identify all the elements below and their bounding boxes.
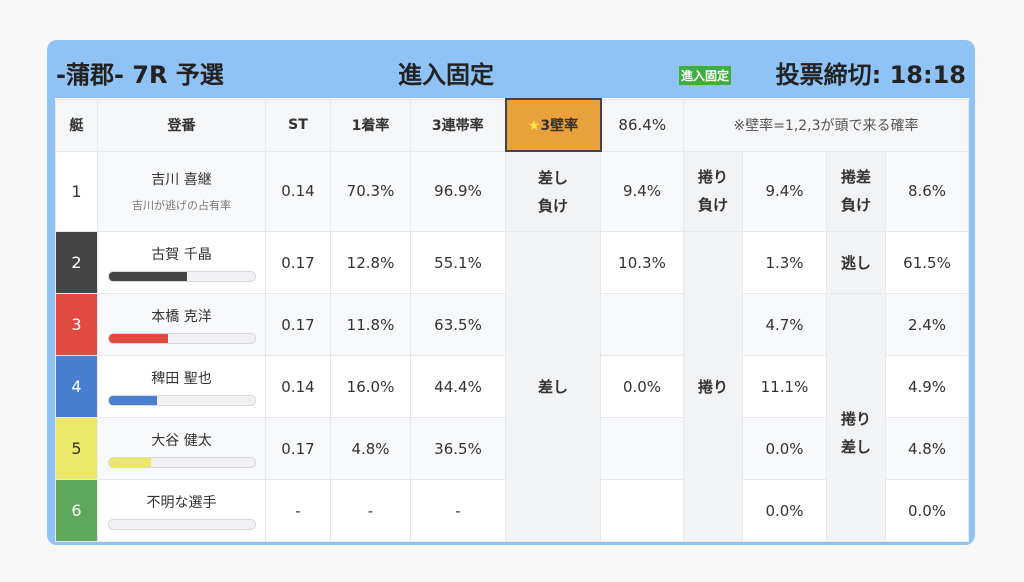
win-rate: 70.3% [330, 150, 411, 232]
sashi-make-label: 差し 負け [505, 150, 601, 232]
st-value: 0.17 [265, 293, 331, 356]
makuri-value: 1.3% [742, 231, 827, 294]
win-rate: 16.0% [330, 355, 411, 418]
boat-number: 3 [55, 293, 98, 356]
table-row: 1 吉川 喜継 吉川が逃げの占有率 0.14 70.3% 96.9% 差し 負け 9.4% 捲り… [55, 150, 969, 232]
last-value: 2.4% [885, 293, 969, 356]
makuri-value: 4.7% [742, 293, 827, 356]
boat-number: 1 [55, 150, 98, 232]
makurisashi-label: 捲り 差し [826, 293, 886, 542]
col-name: 登番 [97, 98, 266, 152]
table-row: 4 稗田 聖也 0.14 16.0% 44.4% 0.0% 11.1% 4.9% [55, 355, 969, 418]
share-bar-fill [108, 333, 169, 343]
boat-number: 4 [55, 355, 98, 418]
sashi-value: 10.3% [600, 231, 684, 294]
makuri-label: 捲り [683, 231, 743, 542]
boat-number: 2 [55, 231, 98, 294]
share-bar-fill [108, 457, 151, 467]
sashi-value [600, 479, 684, 542]
col-st: ST [265, 98, 331, 152]
top3-rate: 96.9% [410, 150, 506, 232]
top3-rate: - [410, 479, 506, 542]
share-bar [107, 456, 256, 468]
top3-rate: 44.4% [410, 355, 506, 418]
nige-label: 逃し [826, 231, 886, 294]
racer-cell: 大谷 健太 [97, 417, 266, 480]
makurisashi-make-value: 8.6% [885, 150, 969, 232]
table-row: 3 本橋 克洋 0.17 11.8% 63.5% 4.7% 捲り 差し 2.4% [55, 293, 969, 542]
boat-number: 6 [55, 479, 98, 542]
race-title: -蒲郡- 7R 予選 [56, 61, 224, 89]
st-value: 0.14 [265, 355, 331, 418]
col-boat: 艇 [55, 98, 98, 152]
sashi-value [600, 417, 684, 480]
fixed-entry-badge: 進入固定 [679, 66, 732, 85]
sashi-make-value: 9.4% [600, 150, 684, 232]
race-card: -蒲郡- 7R 予選 進入固定 進入固定 投票締切: 18:18 艇 登番 ST… [47, 40, 975, 545]
last-value: 61.5% [885, 231, 969, 294]
share-bar-fill [108, 395, 157, 405]
last-value: 4.9% [885, 355, 969, 418]
table-row: 5 大谷 健太 0.17 4.8% 36.5% 0.0% 4.8% [55, 417, 969, 480]
sashi-value: 0.0% [600, 355, 684, 418]
race-header: -蒲郡- 7R 予選 進入固定 進入固定 投票締切: 18:18 [50, 43, 972, 97]
st-value: 0.17 [265, 417, 331, 480]
wall-label: 3壁率 [540, 118, 579, 134]
racer-cell: 本橋 克洋 [97, 293, 266, 356]
win-rate: - [330, 479, 411, 542]
col-win: 1着率 [330, 98, 411, 152]
sashi-value [600, 293, 684, 356]
boat-number: 5 [55, 417, 98, 480]
makuri-value: 0.0% [742, 417, 827, 480]
win-rate: 4.8% [330, 417, 411, 480]
prediction-table: 艇 登番 ST 1着率 3連帯率 ★3壁率 86.4% ※壁率=1,2,3が頭で… [55, 98, 969, 542]
star-icon: ★ [527, 118, 541, 134]
share-bar [107, 394, 256, 406]
last-value: 4.8% [885, 417, 969, 480]
top3-rate: 36.5% [410, 417, 506, 480]
sashi-label: 差し [505, 231, 601, 542]
racer-name: 不明な選手 [146, 494, 217, 511]
racer-cell: 不明な選手 [97, 479, 266, 542]
share-bar [107, 332, 256, 344]
racer-cell: 古賀 千晶 [97, 231, 266, 294]
racer-name: 吉川 喜継 [151, 172, 212, 189]
st-value: 0.14 [265, 150, 331, 232]
win-rate: 12.8% [330, 231, 411, 294]
table-row: 6 不明な選手 - - -0.0% 0.0% [55, 479, 969, 542]
share-bar [107, 518, 256, 530]
makurisashi-make-label: 捲差 負け [826, 150, 886, 232]
makuri-value: 0.0% [742, 479, 827, 542]
top3-rate: 55.1% [410, 231, 506, 294]
racer-name: 大谷 健太 [151, 432, 212, 449]
deadline: 投票締切: 18:18 [775, 61, 966, 89]
share-bar-fill [108, 271, 188, 281]
makuri-make-value: 9.4% [742, 150, 827, 232]
racer-name: 本橋 克洋 [151, 308, 212, 325]
racer-name: 古賀 千晶 [151, 246, 212, 263]
fixed-entry-label: 進入固定 [398, 61, 494, 89]
share-bar [107, 270, 256, 282]
wall-value: 86.4% [600, 98, 684, 152]
table-row: 2 古賀 千晶 0.17 12.8% 55.1% 差し 10.3% 捲り 1.3% 逃し 61.5% [55, 231, 969, 542]
makuri-make-label: 捲り 負け [683, 150, 743, 232]
st-value: 0.17 [265, 231, 331, 294]
wall-note: ※壁率=1,2,3が頭で来る確率 [683, 98, 969, 152]
makuri-value: 11.1% [742, 355, 827, 418]
last-value: 0.0% [885, 479, 969, 542]
escape-share-note: 吉川が逃げの占有率 [132, 199, 231, 213]
st-value: - [265, 479, 331, 542]
win-rate: 11.8% [330, 293, 411, 356]
racer-cell: 稗田 聖也 [97, 355, 266, 418]
col-wall: ★3壁率 [504, 98, 602, 152]
racer-name: 稗田 聖也 [151, 370, 212, 387]
top3-rate: 63.5% [410, 293, 506, 356]
racer-cell: 吉川 喜継吉川が逃げの占有率 [97, 150, 266, 232]
col-top3: 3連帯率 [410, 98, 506, 152]
